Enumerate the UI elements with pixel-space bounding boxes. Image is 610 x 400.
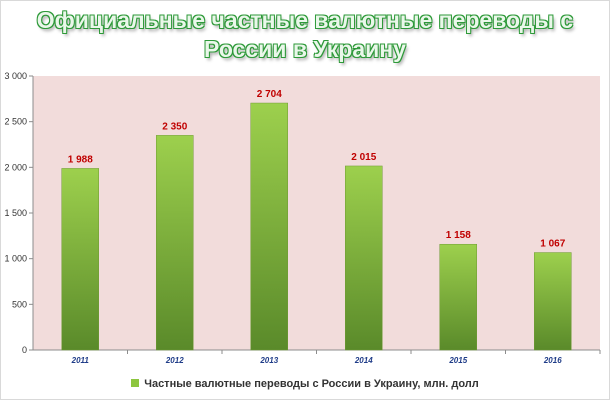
y-tick-label: 2 500 [4, 117, 27, 127]
axes: 0 500 1 000 1 500 2 000 2 500 3 000 2011 2012 201… [4, 71, 601, 365]
x-tick-label: 2011 [71, 356, 90, 365]
bar [250, 102, 288, 351]
y-tick-label: 0 [22, 345, 27, 355]
y-tick-label: 3 000 [4, 71, 27, 81]
data-label: 1 067 [540, 239, 565, 250]
y-tick-label: 1 500 [4, 208, 27, 218]
legend: Частные валютные переводы с России в Укр… [0, 378, 610, 390]
data-label: 2 015 [351, 152, 376, 163]
bar [534, 252, 572, 351]
legend-swatch [131, 379, 140, 387]
bar [345, 165, 383, 351]
data-label: 2 350 [162, 121, 187, 132]
x-tick-label: 2014 [354, 356, 373, 365]
y-tick-label: 1 000 [4, 254, 27, 264]
chart-title-line-1: Официальные частные валютные переводы с [36, 7, 574, 33]
data-label: 2 704 [257, 89, 282, 100]
plot-area [33, 76, 600, 350]
legend-label: Частные валютные переводы с России в Укр… [144, 378, 479, 390]
bar [156, 135, 194, 351]
x-tick-label: 2016 [543, 356, 562, 365]
x-tick-label: 2013 [259, 356, 278, 365]
data-label: 1 988 [68, 154, 93, 165]
bars: 1 988 2 350 2 704 2 015 1 158 1 067 [61, 89, 572, 351]
data-label: 1 158 [446, 230, 471, 241]
chart-title: Официальные частные валютные переводы с … [0, 6, 610, 64]
chart-title-line-2: России в Украину [204, 36, 406, 62]
y-tick-label: 2 000 [4, 162, 27, 172]
bar [61, 168, 99, 351]
x-tick-label: 2012 [165, 356, 184, 365]
bar [439, 243, 477, 351]
x-tick-label: 2015 [448, 356, 467, 365]
y-tick-label: 500 [12, 299, 27, 309]
